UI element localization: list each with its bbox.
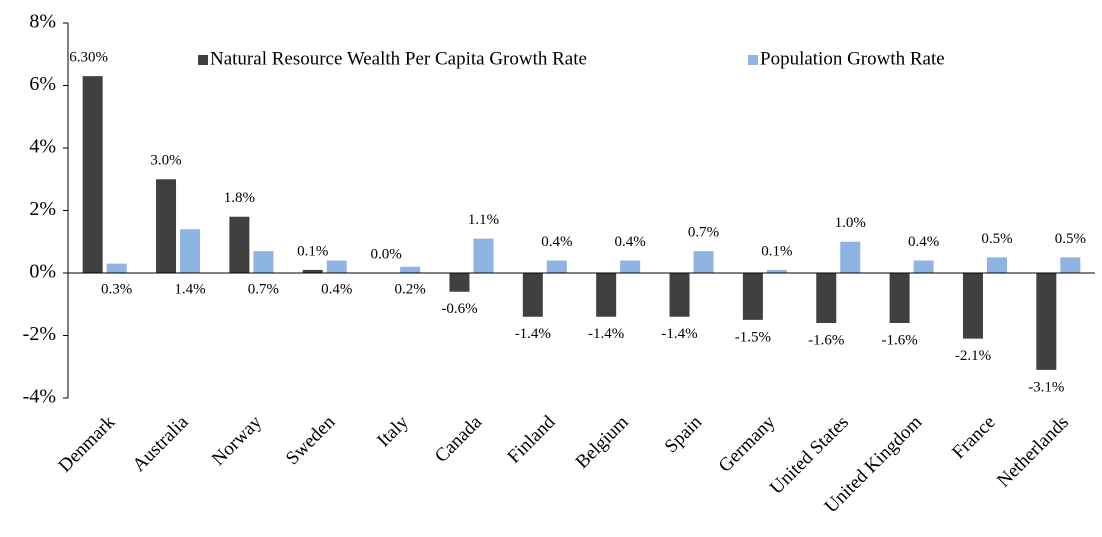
bar xyxy=(449,273,470,292)
y-tick-label: 8% xyxy=(29,11,56,33)
bar xyxy=(766,269,787,273)
bar xyxy=(82,76,103,273)
bar xyxy=(400,266,421,273)
bar xyxy=(693,251,714,273)
bar xyxy=(962,273,983,339)
legend-label: Natural Resource Wealth Per Capita Growt… xyxy=(210,48,587,69)
value-label: 0.0% xyxy=(370,246,401,262)
value-label: 0.4% xyxy=(615,234,646,250)
bar xyxy=(326,260,347,273)
y-tick-label: 2% xyxy=(29,198,56,220)
value-label: 0.4% xyxy=(541,234,572,250)
value-label: 0.4% xyxy=(321,281,352,297)
value-label: 0.2% xyxy=(394,281,425,297)
value-label: -1.4% xyxy=(515,326,551,342)
value-label: 1.1% xyxy=(468,212,499,228)
bar xyxy=(913,260,934,273)
y-tick-label: -4% xyxy=(23,386,56,408)
x-tick-label: Denmark xyxy=(54,411,119,476)
bar xyxy=(620,260,641,273)
value-label: 0.5% xyxy=(1055,231,1086,247)
bar xyxy=(816,273,837,323)
y-tick-label: 6% xyxy=(29,73,56,95)
x-tick-label: Spain xyxy=(661,411,707,457)
bar xyxy=(522,273,543,317)
value-label: -1.5% xyxy=(735,329,771,345)
bar xyxy=(473,238,494,273)
value-label: 0.7% xyxy=(688,225,719,241)
y-tick-label: 0% xyxy=(29,261,56,283)
value-label: 6.30% xyxy=(69,50,108,66)
bar xyxy=(742,273,763,320)
value-label: 0.7% xyxy=(248,281,279,297)
x-tick-label: Australia xyxy=(129,411,193,475)
value-label: 1.4% xyxy=(174,281,205,297)
x-tick-label: Norway xyxy=(208,411,266,469)
legend-swatch xyxy=(748,55,758,65)
value-label: -1.4% xyxy=(588,326,624,342)
bar xyxy=(1060,257,1081,273)
x-tick-label: Netherlands xyxy=(993,412,1073,492)
bar xyxy=(840,241,861,273)
x-tick-label: Italy xyxy=(373,411,413,451)
value-label: 0.4% xyxy=(908,234,939,250)
value-label: -0.6% xyxy=(441,301,477,317)
x-tick-label: Belgium xyxy=(572,412,633,473)
value-label: 1.8% xyxy=(224,190,255,206)
bar xyxy=(156,179,177,273)
x-tick-label: Canada xyxy=(431,411,487,467)
value-label: -1.6% xyxy=(808,332,844,348)
y-tick-label: -2% xyxy=(23,323,56,345)
value-label: -2.1% xyxy=(955,348,991,364)
value-label: -3.1% xyxy=(1028,379,1064,395)
value-label: 0.3% xyxy=(101,281,132,297)
bar xyxy=(180,229,201,273)
value-label: -1.6% xyxy=(881,332,917,348)
legend-label: Population Growth Rate xyxy=(760,48,945,69)
value-label: 0.1% xyxy=(297,243,328,259)
bar xyxy=(106,263,127,273)
value-label: 1.0% xyxy=(835,215,866,231)
bar xyxy=(669,273,690,317)
bar xyxy=(986,257,1007,273)
legend-swatch xyxy=(198,55,208,65)
x-tick-label: Germany xyxy=(715,411,780,476)
bar xyxy=(1036,273,1057,370)
bar xyxy=(302,269,323,273)
bar xyxy=(596,273,617,317)
x-tick-label: France xyxy=(948,412,999,463)
value-label: 3.0% xyxy=(150,153,181,169)
x-tick-label: Finland xyxy=(504,411,560,467)
value-label: 0.1% xyxy=(761,243,792,259)
value-label: -1.4% xyxy=(661,326,697,342)
bar xyxy=(546,260,567,273)
y-tick-label: 4% xyxy=(29,136,56,158)
bar xyxy=(253,251,274,273)
value-label: 0.5% xyxy=(981,231,1012,247)
bar xyxy=(889,273,910,323)
bar xyxy=(229,216,250,273)
x-tick-label: Sweden xyxy=(282,411,340,469)
